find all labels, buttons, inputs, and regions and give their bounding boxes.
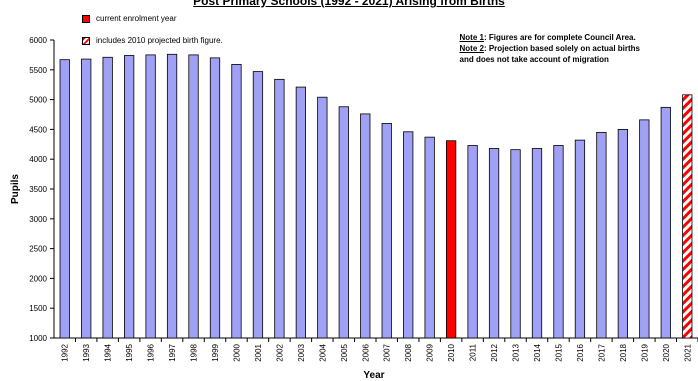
bar-2004 [317, 96, 328, 339]
y-tick-label: 5000 [29, 96, 47, 105]
note-2: Note 2: Projection based solely on actua… [460, 43, 641, 54]
bar-1995 [124, 55, 135, 339]
note-1-text: : Figures are for complete Council Area. [483, 33, 636, 42]
x-tick-label: 2006 [361, 343, 370, 361]
x-tick-label: 2018 [619, 343, 628, 361]
x-axis-title: Year [363, 370, 384, 381]
bar-1994 [102, 56, 113, 339]
chart-title: Post Primary Schools (1992 - 2021) Arisi… [193, 0, 505, 8]
x-tick-label: 2008 [404, 343, 413, 361]
x-tick-label: 2000 [232, 343, 241, 361]
bar-1997 [166, 53, 178, 339]
x-tick-label: 1997 [168, 343, 177, 361]
chart-notes: Note 1: Figures are for complete Council… [460, 32, 641, 65]
note-2-continued: and does not take account of migration [460, 54, 641, 65]
legend-swatch-current [82, 14, 90, 23]
x-tick-label: 1996 [147, 343, 156, 361]
y-tick-label: 4500 [29, 125, 47, 134]
bar-1993 [81, 58, 92, 339]
bar-2014 [531, 148, 543, 339]
x-tick-label: 1993 [82, 343, 91, 361]
bar-2018 [617, 128, 628, 339]
bar-2000 [231, 64, 242, 339]
note-1: Note 1: Figures are for complete Council… [460, 32, 641, 43]
x-tick-label: 2001 [254, 343, 263, 361]
x-tick-label: 2016 [576, 343, 585, 361]
bar-2007 [381, 123, 392, 339]
y-axis-title: Pupils [10, 174, 21, 204]
x-tick-label: 2003 [297, 343, 306, 361]
bar-1996 [145, 54, 156, 339]
x-tick-label: 2007 [383, 343, 392, 361]
bar-2008 [403, 131, 414, 339]
bar-2021 [682, 94, 693, 339]
x-tick-label: 2019 [640, 343, 649, 361]
legend-item-current: current enrolment year [82, 14, 176, 23]
bar-2003 [295, 86, 306, 339]
x-tick-label: 2012 [490, 343, 499, 361]
bar-2020 [660, 106, 671, 339]
bar-1999 [209, 57, 221, 339]
bar-2012 [488, 148, 500, 339]
y-tick-label: 1500 [29, 304, 47, 313]
y-tick-label: 2000 [29, 274, 47, 283]
x-tick-label: 2011 [469, 343, 478, 361]
x-tick-label: 2005 [340, 343, 349, 361]
x-tick-label: 2015 [554, 343, 563, 361]
note-2-text: : Projection based solely on actual birt… [483, 44, 640, 53]
legend-label-current: current enrolment year [96, 14, 177, 23]
y-tick-label: 3500 [29, 185, 47, 194]
x-tick-label: 1998 [190, 343, 199, 361]
x-tick-label: 1994 [104, 343, 113, 361]
bar-2005 [338, 106, 349, 339]
bar-2017 [596, 131, 607, 339]
bar-1992 [59, 59, 70, 339]
x-tick-label: 2020 [662, 343, 671, 361]
x-tick-label: 2004 [318, 343, 327, 361]
bar-2013 [510, 149, 521, 339]
bar-2001 [252, 71, 264, 339]
bar-2002 [274, 78, 285, 339]
y-tick-label: 1000 [29, 334, 47, 343]
x-tick-label: 1995 [125, 343, 134, 361]
y-tick-label: 5500 [29, 66, 47, 75]
x-tick-label: 1999 [211, 343, 220, 361]
x-tick-label: 2021 [683, 343, 692, 361]
y-tick-label: 4000 [29, 155, 47, 164]
bar-2015 [553, 145, 564, 339]
x-tick-label: 2017 [597, 343, 606, 361]
x-tick-label: 2013 [512, 343, 521, 361]
x-tick-label: 2002 [275, 343, 284, 361]
legend-label-projected: includes 2010 projected birth figure. [96, 36, 223, 45]
bar-2010 [446, 140, 457, 339]
legend-swatch-projected [82, 36, 90, 45]
bar-2006 [360, 113, 371, 339]
y-tick-label: 6000 [29, 36, 47, 45]
bar-2011 [467, 145, 478, 339]
y-tick-label: 3000 [29, 215, 47, 224]
bar-2009 [424, 136, 435, 339]
note-3-text: and does not take account of migration [459, 55, 609, 64]
x-tick-label: 1992 [61, 343, 70, 361]
bar-2019 [639, 119, 650, 339]
bar-2016 [574, 139, 586, 339]
note-1-prefix: Note 1 [459, 33, 484, 42]
legend-item-projected: includes 2010 projected birth figure. [82, 36, 223, 45]
x-tick-label: 2014 [533, 343, 542, 361]
bar-1998 [188, 54, 199, 339]
x-tick-label: 2009 [426, 343, 435, 361]
note-2-prefix: Note 2 [459, 44, 484, 53]
x-tick-label: 2010 [447, 343, 456, 361]
y-tick-label: 2500 [29, 245, 47, 254]
